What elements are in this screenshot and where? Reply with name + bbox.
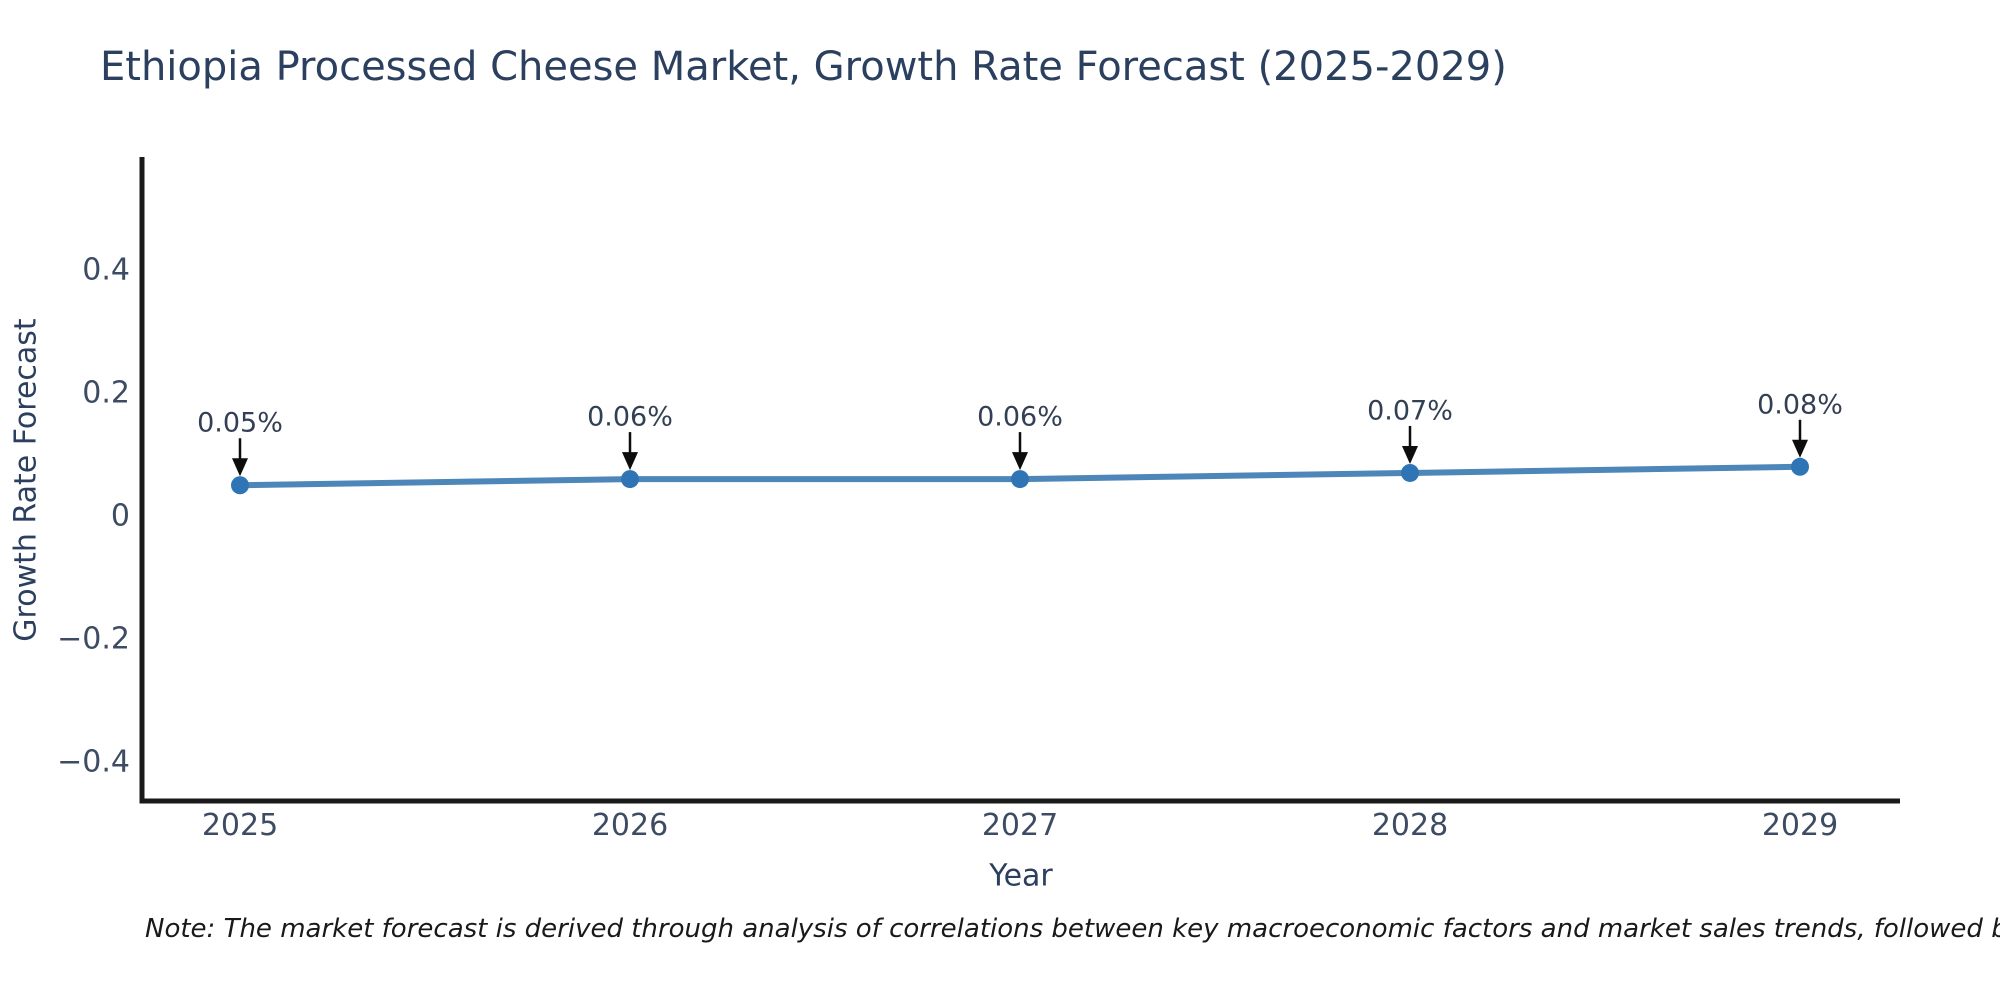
x-tick-label: 2025 bbox=[201, 808, 279, 843]
x-axis-title: Year bbox=[989, 858, 1053, 894]
footnote: Note: The market forecast is derived thr… bbox=[145, 914, 2000, 944]
y-tick-label: 0.4 bbox=[82, 252, 130, 288]
point-annotation-label: 0.08% bbox=[1757, 389, 1843, 421]
data-point-marker bbox=[621, 470, 639, 489]
x-tick-label: 2029 bbox=[1761, 808, 1839, 843]
x-tick-label: 2027 bbox=[981, 808, 1059, 843]
x-tick-label: 2028 bbox=[1371, 808, 1449, 843]
data-point-marker bbox=[1791, 457, 1809, 476]
annotation-arrowhead-icon bbox=[1012, 452, 1028, 471]
point-annotation-label: 0.06% bbox=[977, 401, 1063, 433]
point-annotation-label: 0.05% bbox=[197, 407, 283, 439]
data-point-marker bbox=[1401, 463, 1419, 482]
annotation-arrowhead-icon bbox=[1792, 439, 1808, 458]
x-tick-label: 2026 bbox=[591, 808, 669, 843]
annotation-arrowhead-icon bbox=[1402, 445, 1418, 464]
y-tick-label: 0 bbox=[110, 498, 130, 534]
data-point-marker bbox=[1011, 470, 1029, 489]
y-tick-label: 0.2 bbox=[82, 375, 130, 411]
chart-title: Ethiopia Processed Cheese Market, Growth… bbox=[100, 44, 1507, 90]
data-point-marker bbox=[231, 476, 249, 495]
y-tick-label: −0.4 bbox=[57, 744, 130, 780]
annotation-arrowhead-icon bbox=[622, 452, 638, 471]
annotation-arrowhead-icon bbox=[232, 458, 248, 477]
point-annotation-label: 0.06% bbox=[587, 401, 673, 433]
point-annotation-label: 0.07% bbox=[1367, 395, 1453, 427]
y-tick-label: −0.2 bbox=[57, 621, 130, 657]
y-axis-title: Growth Rate Forecast bbox=[8, 318, 44, 642]
